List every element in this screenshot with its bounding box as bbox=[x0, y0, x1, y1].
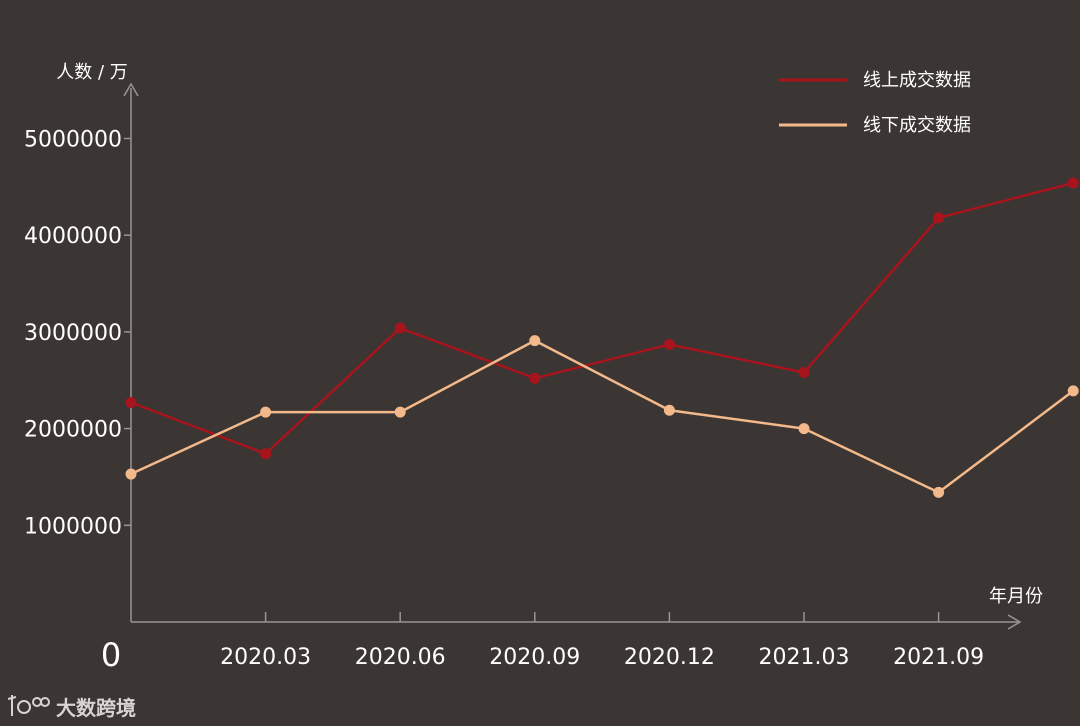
x-tick-label: 2021.03 bbox=[759, 645, 850, 670]
x-tick-label: 2020.03 bbox=[220, 645, 311, 670]
data-point bbox=[1067, 177, 1079, 189]
data-point bbox=[798, 423, 810, 435]
y-tick-label: 4000000 bbox=[24, 224, 122, 249]
data-point bbox=[529, 372, 541, 384]
data-point bbox=[1067, 385, 1079, 397]
x-tick-label: 2021.09 bbox=[893, 645, 984, 670]
data-point bbox=[125, 396, 137, 408]
y-ticks: 1000000 2000000 3000000 4000000 5000000 bbox=[24, 128, 131, 539]
x-axis-title: 年月份 bbox=[989, 586, 1043, 607]
axes bbox=[123, 82, 1022, 630]
y-tick-label: 3000000 bbox=[24, 321, 122, 346]
y-tick-label: 2000000 bbox=[24, 418, 122, 443]
tdk-logo-icon bbox=[7, 695, 50, 716]
series-2 bbox=[125, 335, 1079, 498]
y-tick-label: 1000000 bbox=[24, 514, 122, 539]
origin-zero-label: 0 bbox=[101, 636, 121, 674]
y-axis-arrow bbox=[123, 82, 139, 97]
data-point bbox=[663, 404, 675, 416]
x-tick-label: 2020.09 bbox=[489, 645, 580, 670]
data-point bbox=[529, 335, 541, 347]
y-tick-label: 5000000 bbox=[24, 128, 122, 153]
legend-label: 线下成交数据 bbox=[863, 115, 971, 136]
data-point bbox=[125, 468, 137, 480]
x-ticks: 2020.03 2020.06 2020.09 2020.12 2021.03 2021.… bbox=[220, 612, 984, 670]
data-point bbox=[663, 338, 675, 350]
series-layer bbox=[125, 177, 1079, 498]
series-line bbox=[130, 339, 1074, 494]
series-1 bbox=[125, 177, 1079, 460]
data-point bbox=[798, 367, 810, 379]
data-point bbox=[260, 406, 272, 418]
x-axis-arrow bbox=[1007, 614, 1022, 630]
y-axis-title: 人数 / 万 bbox=[56, 62, 128, 83]
x-tick-label: 2020.12 bbox=[624, 645, 715, 670]
data-point bbox=[933, 486, 945, 498]
data-point bbox=[260, 448, 272, 460]
data-point bbox=[394, 406, 406, 418]
legend-label: 线上成交数据 bbox=[863, 70, 971, 91]
data-point bbox=[933, 212, 945, 224]
series-line bbox=[130, 181, 1074, 455]
data-point bbox=[394, 322, 406, 334]
watermark: 大数跨境 bbox=[7, 695, 136, 720]
x-tick-label: 2020.06 bbox=[355, 645, 446, 670]
watermark-text: 大数跨境 bbox=[56, 696, 136, 720]
